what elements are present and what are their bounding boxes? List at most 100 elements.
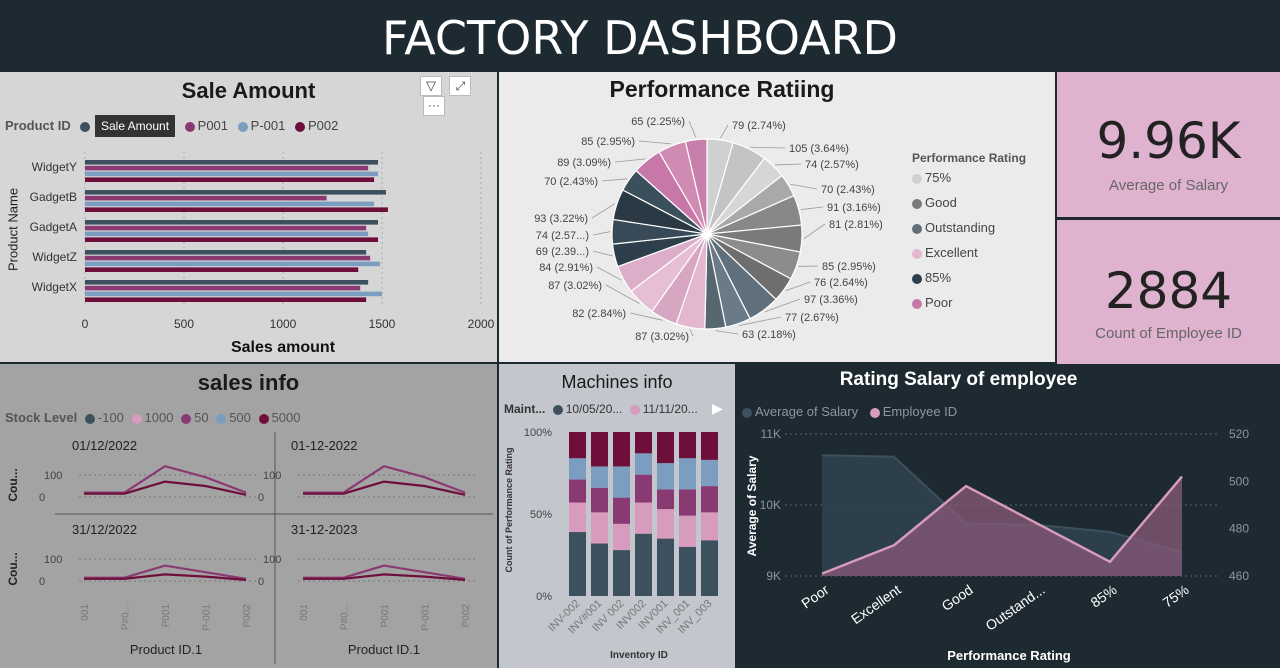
legend-dot bbox=[912, 298, 922, 309]
pie-leader-line bbox=[785, 281, 811, 292]
bar-p002 bbox=[85, 207, 388, 212]
legend-next-icon[interactable]: ▶ bbox=[712, 400, 723, 416]
bar-p002 bbox=[85, 177, 375, 182]
pie-leader-line bbox=[592, 250, 613, 257]
x-tick-label: 0 bbox=[82, 317, 89, 331]
stack-segment-slate bbox=[679, 546, 696, 596]
x-tick-label: P001 bbox=[161, 604, 172, 628]
legend-label: Outstanding bbox=[925, 220, 996, 235]
panel-date-title: 31/12/2022 bbox=[72, 522, 137, 537]
pie-leader-line bbox=[601, 178, 628, 182]
legend-item-500[interactable]: 500 bbox=[229, 410, 251, 425]
x-tick-label: P001 bbox=[380, 604, 391, 628]
pie-data-label: 85 (2.95%) bbox=[581, 136, 635, 148]
pie-data-label: 77 (2.67%) bbox=[785, 312, 839, 324]
tooltip-sale-amount: Sale Amount bbox=[94, 115, 176, 137]
bar-p002 bbox=[85, 297, 367, 302]
sale-amount-chart: 0 500 1000 1500 2000 WidgetY GadgetB GadgetA Wid… bbox=[30, 152, 495, 331]
legend-item-p001[interactable]: P001 bbox=[197, 118, 229, 133]
legend-item-neg100[interactable]: -100 bbox=[97, 410, 124, 425]
rating-salary-chart: 11K 10K 9K 520 500 480 460 Poor Excellent Good Out… bbox=[760, 427, 1250, 634]
legend-item-avg-salary[interactable]: Average of Salary bbox=[755, 404, 859, 419]
legend-item-date1[interactable]: 10/05/20... bbox=[565, 402, 623, 416]
legend-item-date2[interactable]: 11/11/20... bbox=[642, 402, 698, 416]
legend-dot-p-001 bbox=[237, 121, 248, 132]
stack-segment-blue bbox=[569, 458, 586, 480]
pie-leader-line bbox=[738, 316, 782, 327]
legend-title: Stock Level bbox=[5, 410, 78, 425]
kpi-average-salary-card: 9.96K Average of Salary bbox=[1057, 72, 1280, 217]
pie-leader-line bbox=[790, 183, 818, 190]
stack-segment-blue bbox=[701, 459, 718, 487]
sale-amount-legend: Product ID Sale Amount P001 P-001 P002 bbox=[5, 115, 339, 137]
stack-segment-slate bbox=[701, 540, 718, 596]
legend-item-poor[interactable]: Poor bbox=[912, 295, 1026, 320]
average-salary-value: 9.96K bbox=[1096, 112, 1241, 170]
pie-data-label: 84 (2.91%) bbox=[539, 262, 593, 274]
rating-salary-title: Rating Salary of employee bbox=[839, 369, 1078, 390]
legend-item-employee-id[interactable]: Employee ID bbox=[882, 404, 958, 419]
stack-segment-pink bbox=[613, 523, 630, 551]
pie-data-label: 87 (3.02%) bbox=[548, 280, 602, 292]
legend-item-p002[interactable]: P002 bbox=[307, 118, 339, 133]
legend-item-85[interactable]: 85% bbox=[912, 270, 1026, 295]
legend-dot-p001 bbox=[184, 121, 195, 132]
legend-dot bbox=[181, 413, 192, 424]
stack-segment-mauve bbox=[701, 486, 718, 513]
employee-count-value: 2884 bbox=[1104, 262, 1233, 320]
machines-legend: Maint... 10/05/20... 11/11/20... bbox=[504, 402, 698, 416]
stack-segment-pink bbox=[591, 512, 608, 544]
legend-item-p-001[interactable]: P-001 bbox=[250, 118, 286, 133]
legend-item-50[interactable]: 50 bbox=[194, 410, 209, 425]
sale-amount-title: Sale Amount bbox=[181, 78, 316, 103]
pie-data-label: 93 (3.22%) bbox=[534, 213, 588, 225]
bar-p002 bbox=[85, 237, 379, 242]
line-employee-id bbox=[821, 475, 1183, 575]
stack-segment-slate bbox=[613, 550, 630, 596]
y-left-tick-label: 11K bbox=[761, 427, 781, 441]
focus-mode-icon[interactable]: ⤢ bbox=[449, 76, 472, 96]
legend-label: Good bbox=[925, 195, 957, 210]
legend-dot bbox=[216, 413, 227, 424]
legend-item-1000[interactable]: 1000 bbox=[144, 410, 174, 425]
stack-segment-blue bbox=[635, 453, 652, 475]
legend-item-5000[interactable]: 5000 bbox=[271, 410, 301, 425]
pie-data-label: 91 (3.16%) bbox=[827, 202, 881, 214]
pie-data-label: 81 (2.81%) bbox=[829, 219, 883, 231]
pie-data-label: 105 (3.64%) bbox=[789, 143, 849, 155]
y-right-tick-label: 500 bbox=[1229, 474, 1249, 488]
legend-item-outstanding[interactable]: Outstanding bbox=[912, 220, 1026, 245]
pie-leader-line bbox=[596, 266, 622, 281]
panel-date-title: 31-12-2023 bbox=[291, 522, 358, 537]
x-tick-label: 1000 bbox=[270, 317, 297, 331]
x-tick-label: 001 bbox=[80, 604, 91, 621]
pie-leader-line bbox=[720, 124, 729, 139]
machines-title: Machines info bbox=[561, 372, 673, 392]
bar-p-001 bbox=[85, 261, 381, 267]
performance-title: Performance Ratiing bbox=[609, 76, 835, 102]
stack-segment-slate bbox=[635, 533, 652, 596]
x-tick-label: P#0... bbox=[340, 604, 351, 630]
panel-date-title: 01/12/2022 bbox=[72, 438, 137, 453]
machines-xlabel: Inventory ID bbox=[610, 650, 668, 661]
x-tick-label: P002 bbox=[242, 604, 253, 628]
legend-dot bbox=[912, 273, 922, 284]
legend-item-75[interactable]: 75% bbox=[912, 170, 1026, 195]
bar-p002 bbox=[85, 267, 359, 272]
pie-leader-line bbox=[800, 206, 824, 210]
pie-data-label: 87 (3.02%) bbox=[635, 331, 689, 343]
machines-panel: Machines info Maint... 10/05/20... 11/11… bbox=[499, 364, 735, 668]
more-options-icon[interactable]: ··· bbox=[423, 96, 445, 116]
legend-item-good[interactable]: Good bbox=[912, 195, 1026, 220]
stack-segment-blue bbox=[591, 466, 608, 488]
legend-label: 75% bbox=[925, 170, 952, 185]
performance-panel: Performance Ratiing 79 (2.74%) 105 (3.64%… bbox=[499, 72, 1055, 362]
legend-dot bbox=[912, 173, 922, 184]
legend-item-excellent[interactable]: Excellent bbox=[912, 245, 1026, 270]
legend-dot bbox=[84, 413, 95, 424]
x-tick-label: 001 bbox=[299, 604, 310, 621]
rating-salary-panel: Rating Salary of employee Average of Sal… bbox=[737, 364, 1280, 668]
pie-leader-line bbox=[688, 120, 697, 138]
pie-slice bbox=[684, 138, 708, 235]
